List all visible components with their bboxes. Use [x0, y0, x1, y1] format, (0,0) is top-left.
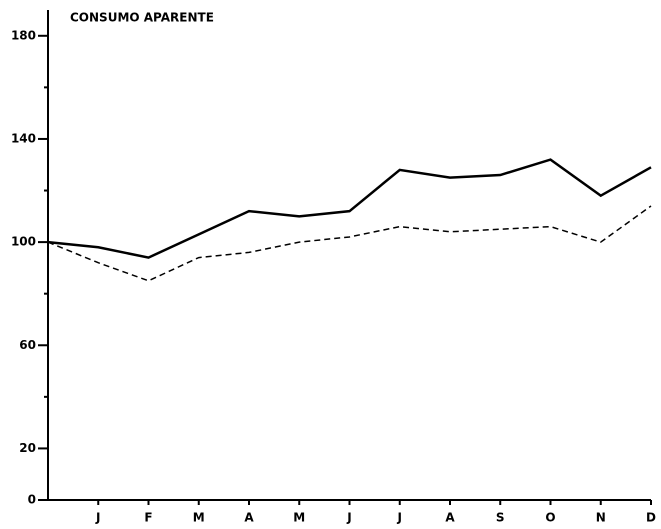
x-tick-label: S — [496, 511, 505, 525]
chart-title: CONSUMO APARENTE — [70, 11, 214, 25]
y-tick-label: 0 — [28, 493, 36, 507]
y-tick-label: 180 — [11, 28, 36, 42]
x-tick-label: N — [596, 511, 606, 525]
y-tick-label: 60 — [19, 338, 36, 352]
x-tick-label: A — [445, 511, 455, 525]
x-tick-label: J — [397, 511, 402, 525]
x-tick-label: M — [193, 511, 205, 525]
y-tick-label: 100 — [11, 235, 36, 249]
x-tick-label: D — [646, 511, 656, 525]
x-tick-label: O — [545, 511, 555, 525]
x-tick-label: J — [346, 511, 351, 525]
series-line — [47, 205, 652, 282]
series-line — [47, 158, 652, 259]
x-tick-label: A — [244, 511, 254, 525]
y-tick-label: 140 — [11, 131, 36, 145]
y-tick-label: 20 — [19, 441, 36, 455]
x-tick-label: M — [293, 511, 305, 525]
x-tick-label: J — [95, 511, 100, 525]
x-tick-label: F — [144, 511, 152, 525]
